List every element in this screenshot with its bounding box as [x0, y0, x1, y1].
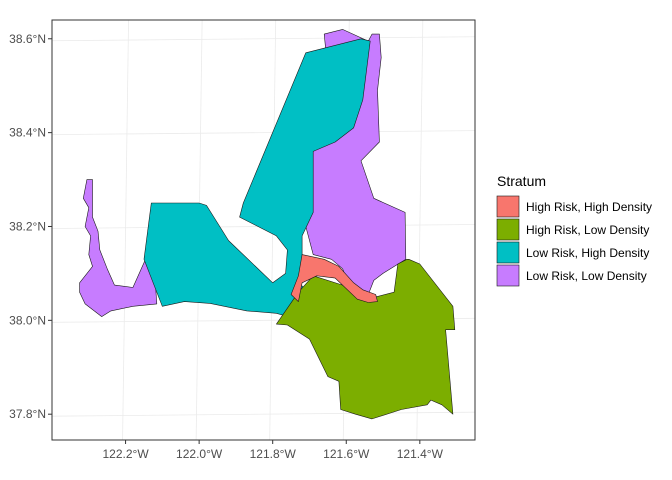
legend-swatch-2: [496, 241, 520, 264]
grid-line-x-0: [122, 19, 129, 441]
y-tick-label-3: 38.4°N: [9, 126, 46, 140]
legend-items: High Risk, High Density High Risk, Low De…: [496, 195, 652, 287]
y-axis: 37.8°N 38.0°N 38.2°N 38.4°N 38.6°N: [9, 32, 52, 421]
region-highrisk-highdensity: [290, 254, 378, 303]
x-tick-label-2: 121.8°W: [250, 447, 297, 461]
y-tick-label-4: 38.6°N: [9, 32, 46, 46]
region-lowrisk-highdensity: [143, 38, 371, 321]
legend-title: Stratum: [497, 173, 546, 189]
y-tick-label-1: 38.0°N: [9, 313, 46, 327]
x-tick-label-1: 122.0°W: [176, 447, 223, 461]
legend-label-2: Low Risk, High Density: [526, 246, 649, 260]
x-axis: 122.2°W 122.0°W 121.8°W 121.6°W 121.4°W: [102, 440, 444, 461]
y-tick-label-2: 38.2°N: [9, 219, 46, 233]
x-tick-label-4: 121.4°W: [397, 447, 444, 461]
panel-border: [51, 19, 476, 441]
legend-swatch-1: [496, 218, 520, 241]
legend-swatch-0: [496, 195, 520, 218]
map-regions: [79, 29, 456, 420]
legend-label-0: High Risk, High Density: [526, 200, 652, 214]
legend-label-1: High Risk, Low Density: [526, 223, 649, 237]
legend-swatch-3: [496, 264, 520, 287]
x-tick-label-0: 122.2°W: [102, 447, 149, 461]
y-tick-label-0: 37.8°N: [9, 407, 46, 421]
grid-line-y-3: [51, 130, 476, 136]
plot-panel: [51, 19, 476, 441]
region-west-lowrisk-lowdensity: [79, 179, 158, 317]
grid-line-y-0: [51, 411, 476, 417]
grid-line-y-4: [51, 36, 476, 42]
legend-label-3: Low Risk, Low Density: [526, 269, 647, 283]
x-tick-label-3: 121.6°W: [323, 447, 370, 461]
